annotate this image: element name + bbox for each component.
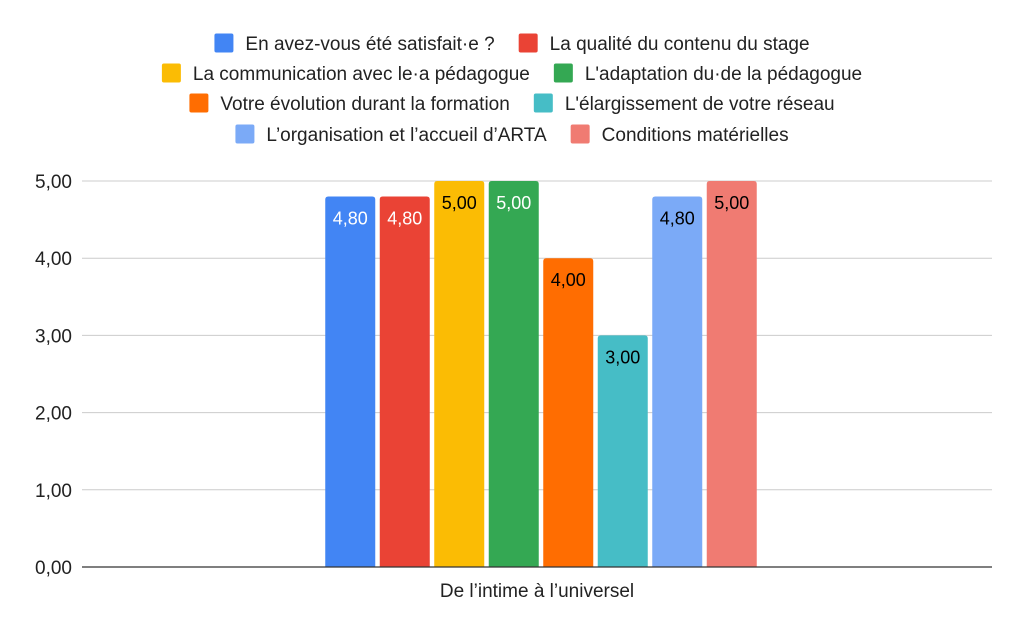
legend-swatch: [533, 93, 553, 113]
legend-item: La qualité du contenu du stage: [518, 33, 810, 55]
legend-item: L’organisation et l’accueil d’ARTA: [235, 124, 547, 146]
y-tick-label: 3,00: [35, 326, 72, 347]
bar: [325, 196, 376, 567]
bar: [434, 181, 485, 567]
legend-label: La qualité du contenu du stage: [550, 34, 810, 55]
legend-swatch: [214, 33, 234, 53]
legend-item: Conditions matérielles: [570, 124, 789, 146]
bar: [543, 258, 594, 567]
legend-swatch: [161, 63, 181, 83]
bar: [379, 196, 430, 567]
y-axis-ticks: 0,00 1,00 2,00 3,00 4,00 5,00: [35, 172, 72, 579]
legend-label: La communication avec le·a pédagogue: [193, 64, 530, 85]
legend: En avez-vous été satisfait·e ? La qualité…: [161, 33, 862, 146]
bar: [652, 196, 703, 567]
legend-swatch: [553, 63, 573, 83]
bar-value-label: 5,00: [496, 193, 531, 213]
legend-label: L'adaptation du·de la pédagogue: [585, 64, 862, 85]
y-tick-label: 0,00: [35, 558, 72, 579]
bar-value-label: 3,00: [605, 347, 640, 367]
bars: [325, 181, 757, 567]
y-tick-label: 5,00: [35, 172, 72, 193]
y-tick-label: 1,00: [35, 481, 72, 502]
bar-value-label: 5,00: [714, 193, 749, 213]
bar-value-label: 5,00: [442, 193, 477, 213]
legend-label: Conditions matérielles: [602, 125, 789, 146]
legend-row: En avez-vous été satisfait·e ? La qualité…: [214, 33, 810, 55]
legend-label: L'élargissement de votre réseau: [565, 94, 835, 115]
legend-item: L'élargissement de votre réseau: [533, 93, 835, 115]
legend-swatch: [189, 93, 209, 113]
bar: [706, 181, 757, 567]
bar-value-label: 4,00: [551, 270, 586, 290]
legend-row: Votre évolution durant la formation L'éla…: [189, 93, 835, 115]
y-tick-label: 4,00: [35, 249, 72, 270]
bar-value-label: 4,80: [387, 208, 422, 228]
bar: [597, 335, 648, 567]
legend-swatch: [570, 124, 590, 144]
legend-item: La communication avec le·a pédagogue: [161, 63, 530, 85]
legend-item: En avez-vous été satisfait·e ?: [214, 33, 495, 55]
x-axis-categories: De l’intime à l’universel: [440, 581, 634, 602]
bar-value-label: 4,80: [333, 208, 368, 228]
bar-value-label: 4,80: [660, 208, 695, 228]
legend-item: Votre évolution durant la formation: [189, 93, 510, 115]
legend-row: La communication avec le·a pédagogue L'ad…: [161, 63, 862, 85]
bar: [488, 181, 539, 567]
bar-labels: 4,80 4,80 5,00 5,00 4,00 3,00 4,80 5,00: [333, 193, 750, 367]
legend-label: L’organisation et l’accueil d’ARTA: [266, 125, 547, 146]
legend-item: L'adaptation du·de la pédagogue: [553, 63, 862, 85]
legend-label: En avez-vous été satisfait·e ?: [245, 34, 494, 55]
legend-label: Votre évolution durant la formation: [220, 94, 509, 115]
legend-row: L’organisation et l’accueil d’ARTA Condit…: [235, 124, 789, 146]
legend-swatch: [235, 124, 255, 144]
x-category-label: De l’intime à l’universel: [440, 581, 634, 602]
legend-swatch: [518, 33, 538, 53]
y-tick-label: 2,00: [35, 404, 72, 425]
